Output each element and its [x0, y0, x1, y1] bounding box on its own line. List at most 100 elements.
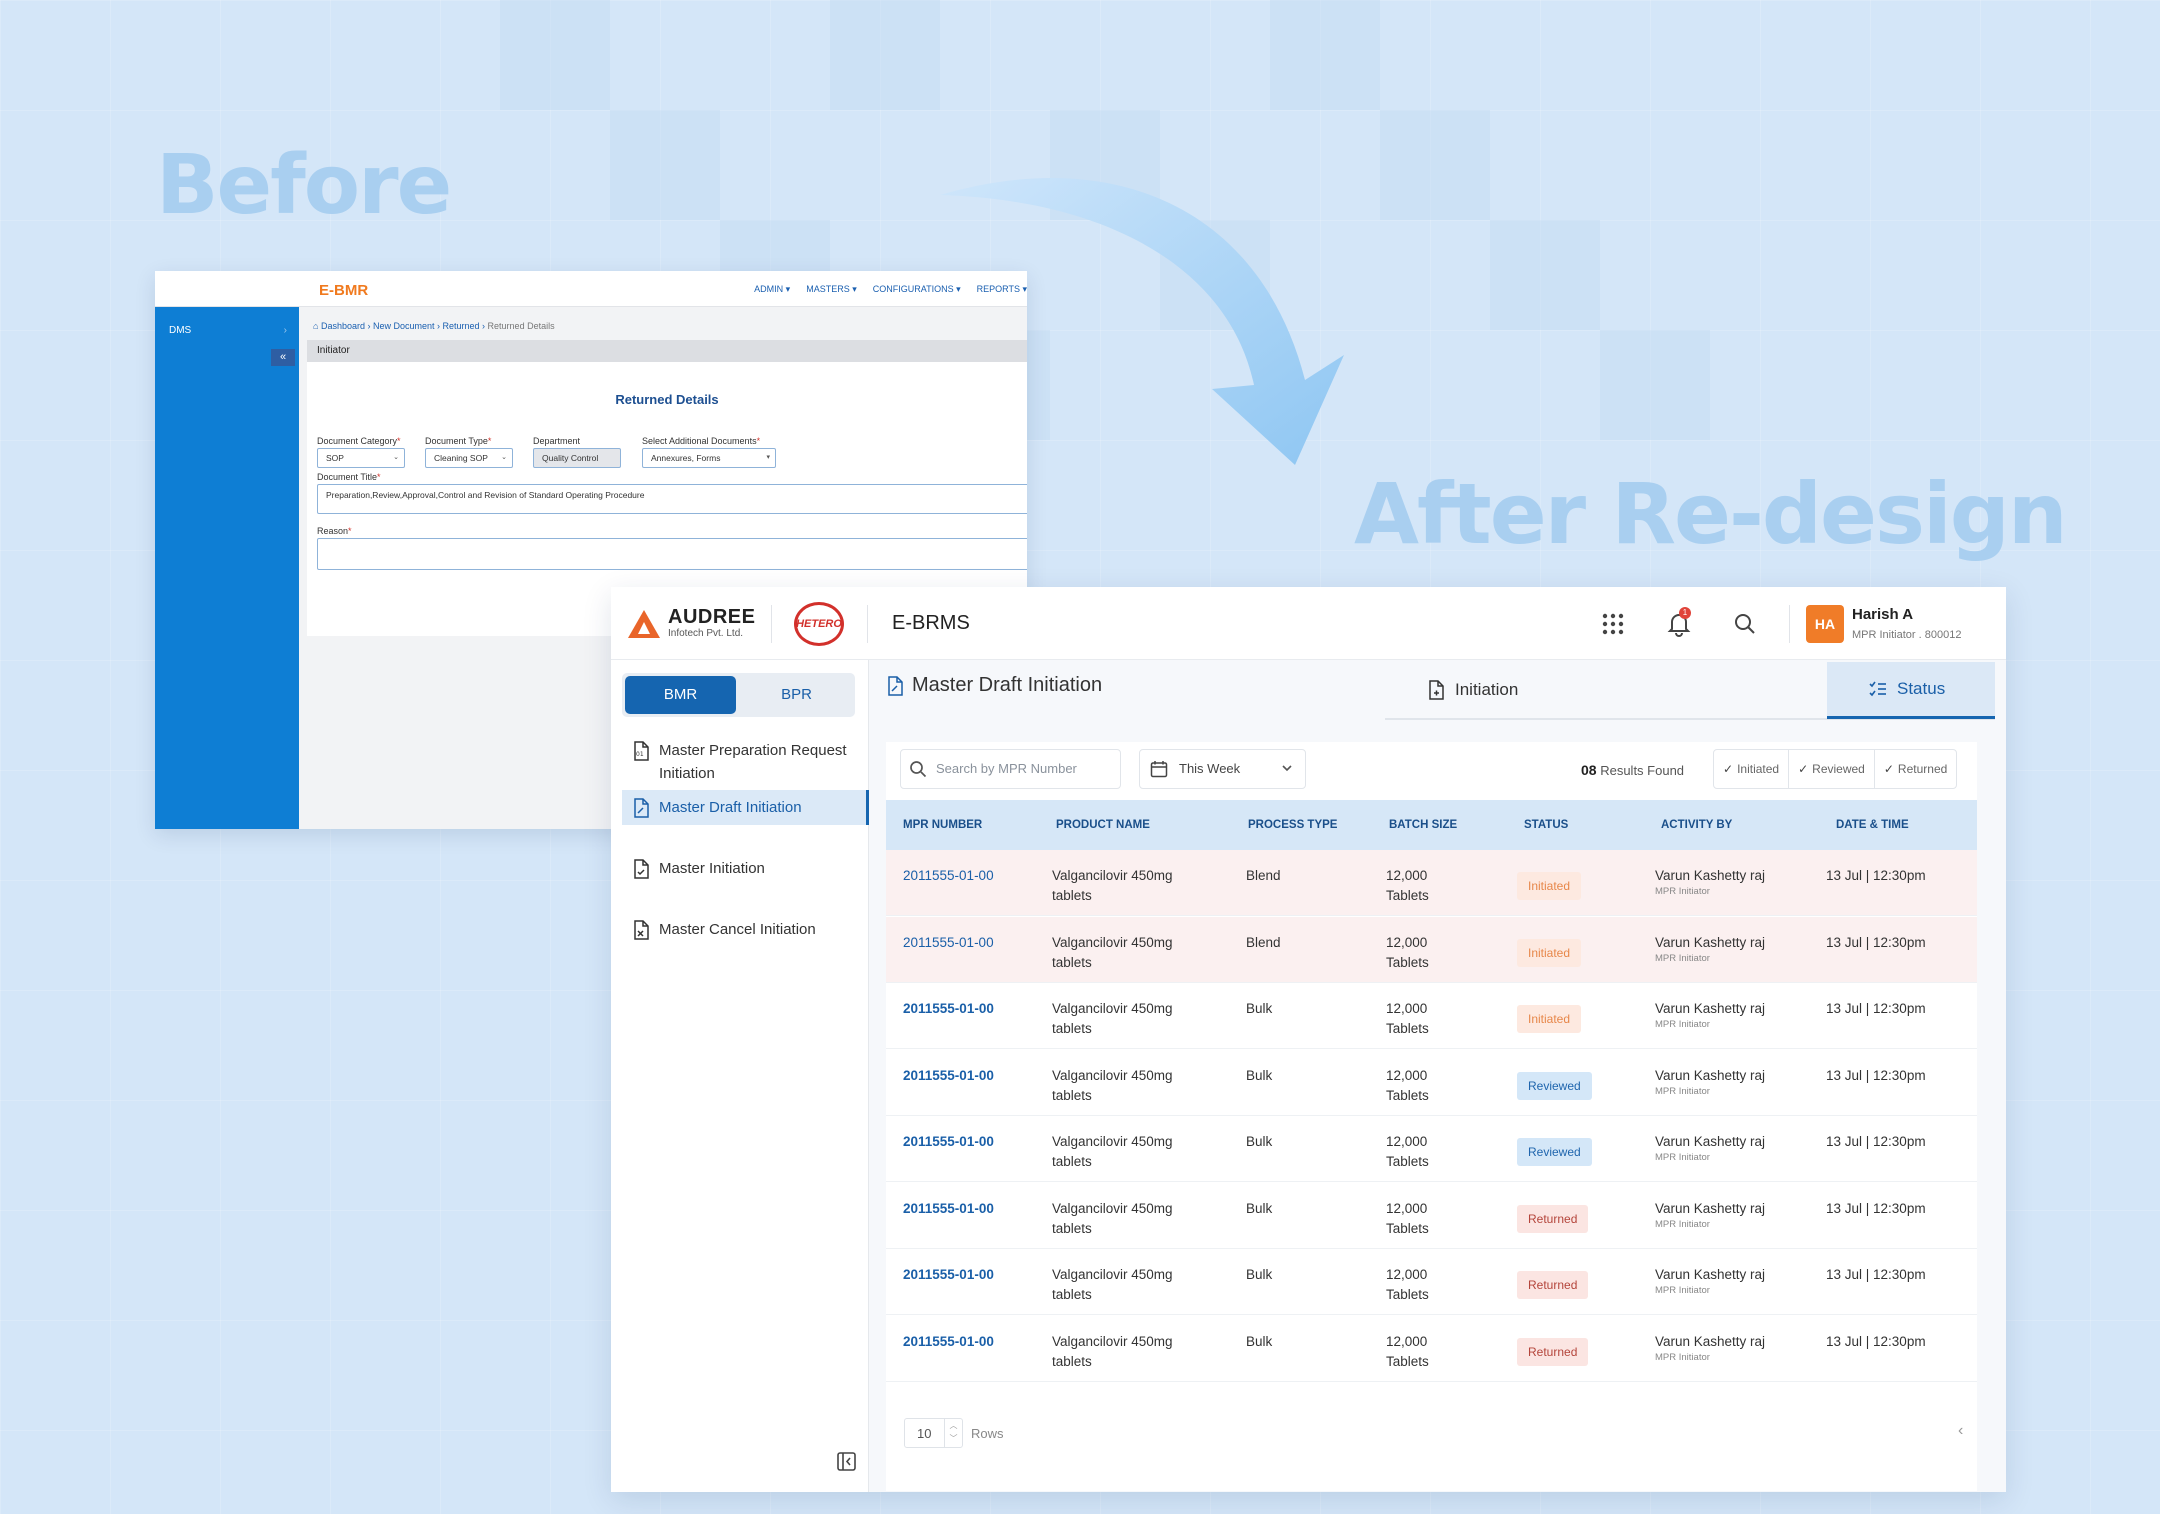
table-row[interactable]: 2011555-01-00 Valgancilovir 450mg tablets… [886, 850, 1977, 916]
mpr-number-link[interactable]: 2011555-01-00 [903, 868, 994, 883]
mpr-number-link[interactable]: 2011555-01-00 [903, 934, 994, 950]
mpr-number-link[interactable]: 2011555-01-00 [903, 1333, 994, 1349]
divider [867, 605, 868, 643]
process-type: Blend [1246, 934, 1281, 950]
table-row[interactable]: 2011555-01-00 Valgancilovir 450mg tablets… [886, 983, 1977, 1049]
sidebar-item-master-cancel-initiation[interactable]: Master Cancel Initiation [622, 912, 869, 947]
search-icon[interactable] [1732, 611, 1758, 637]
document-title-input[interactable]: Preparation,Review,Approval,Control and … [317, 484, 1027, 514]
activity-by: Varun Kashetty raj MPR Initiator [1655, 933, 1765, 965]
old-nav-configurations[interactable]: CONFIGURATIONS ▾ [872, 284, 961, 294]
chevron-down-icon [1282, 765, 1292, 772]
sidebar-item-master-preparation-request[interactable]: 01 Master Preparation Request Initiation [622, 733, 869, 791]
sidebar-item-master-draft-initiation[interactable]: Master Draft Initiation [622, 790, 869, 825]
status-badge: Returned [1517, 1204, 1589, 1233]
stepper-icon[interactable]: ︿ ﹀ [944, 1419, 962, 1447]
mpr-number-link[interactable]: 2011555-01-00 [903, 1200, 994, 1216]
activity-user: Varun Kashetty raj [1655, 1333, 1766, 1349]
apps-grid-icon[interactable] [1600, 611, 1626, 637]
caret-down-icon: ▾ [766, 454, 770, 461]
sidebar-item-label: Master Draft Initiation [659, 799, 802, 816]
filter-initiated[interactable]: ✓ Initiated [1714, 750, 1790, 788]
process-type: Bulk [1246, 1067, 1273, 1083]
date-time: 13 Jul | 12:30pm [1826, 1134, 1926, 1149]
column-header[interactable]: PROCESS TYPE [1248, 819, 1338, 831]
additional-documents-select[interactable]: Annexures, Forms ▾ [642, 448, 776, 468]
activity-role: MPR Initiator [1655, 952, 1710, 964]
activity-by: Varun Kashetty raj MPR Initiator [1655, 1132, 1765, 1164]
column-header[interactable]: ACTIVITY BY [1661, 819, 1733, 831]
table-row[interactable]: 2011555-01-00 Valgancilovir 450mg tablets… [886, 1050, 1977, 1116]
mpr-number-link[interactable]: 2011555-01-00 [903, 1267, 994, 1282]
document-type-select[interactable]: Cleaning SOP ⌄ [425, 448, 513, 468]
mpr-number-link[interactable]: 2011555-01-00 [903, 1067, 994, 1083]
product-name: Valgancilovir 450mg tablets [1052, 1333, 1173, 1369]
mpr-number-link[interactable]: 2011555-01-00 [903, 1134, 994, 1149]
activity-role: MPR Initiator [1655, 1285, 1710, 1296]
activity-by: Varun Kashetty raj MPR Initiator [1655, 866, 1765, 898]
old-nav-reports[interactable]: REPORTS ▾ [976, 284, 1027, 294]
mpr-number-link[interactable]: 2011555-01-00 [903, 1001, 994, 1016]
avatar[interactable]: HA [1806, 605, 1844, 643]
old-nav-admin[interactable]: ADMIN ▾ [754, 284, 791, 294]
date-time: 13 Jul | 12:30pm [1826, 934, 1926, 950]
sidebar-collapse-icon[interactable] [837, 1452, 856, 1471]
activity-user: Varun Kashetty raj [1655, 1134, 1766, 1149]
tab-initiation[interactable]: Initiation [1385, 662, 1560, 718]
chevron-down-icon: ⌄ [501, 454, 507, 461]
old-breadcrumb: ⌂ Dashboard › New Document › Returned › … [313, 321, 555, 331]
document-category-select[interactable]: SOP ⌄ [317, 448, 405, 468]
label-department: Department [533, 436, 581, 446]
chevron-left-icon[interactable]: ‹ [1958, 1422, 1964, 1439]
product-name: Valgancilovir 450mg tablets [1052, 1067, 1173, 1103]
activity-user: Varun Kashetty raj [1655, 1267, 1766, 1282]
activity-role: MPR Initiator [1655, 1019, 1710, 1030]
column-header[interactable]: MPR NUMBER [903, 819, 983, 831]
product-name: Valgancilovir 450mg tablets [1052, 1267, 1173, 1302]
toggle-bpr[interactable]: BPR [781, 686, 812, 703]
batch-size: 12,000 Tablets [1386, 1134, 1429, 1169]
divider [1789, 605, 1790, 643]
filter-reviewed[interactable]: ✓ Reviewed [1789, 750, 1875, 788]
batch-size: 12,000 Tablets [1386, 1067, 1429, 1103]
table-row[interactable]: 2011555-01-00 Valgancilovir 450mg tablets… [886, 1316, 1977, 1382]
label-document-category: Document Category* [317, 436, 401, 446]
table-row[interactable]: 2011555-01-00 Valgancilovir 450mg tablets… [886, 1116, 1977, 1182]
old-sidebar-item-dms[interactable]: DMS [169, 325, 192, 336]
column-header[interactable]: STATUS [1524, 819, 1569, 831]
table-row[interactable]: 2011555-01-00 Valgancilovir 450mg tablets… [886, 1183, 1977, 1249]
document-add-icon [1429, 680, 1444, 700]
breadcrumb-dashboard[interactable]: Dashboard [320, 321, 365, 331]
old-nav-masters[interactable]: MASTERS ▾ [806, 284, 857, 294]
collapse-icon[interactable]: « [271, 349, 295, 366]
old-logo: E-BMR [319, 282, 369, 299]
column-header[interactable]: DATE & TIME [1836, 819, 1909, 831]
filter-returned[interactable]: ✓ Returned [1883, 762, 1948, 776]
table-row[interactable]: 2011555-01-00 Valgancilovir 450mg tablets… [886, 1249, 1977, 1315]
results-panel: Search by MPR Number This Week 08 Result… [886, 742, 1977, 1491]
activity-user: Varun Kashetty raj [1655, 1200, 1766, 1216]
breadcrumb-new-document[interactable]: New Document [372, 321, 435, 331]
transition-arrow-icon [940, 178, 1344, 465]
rows-per-page-input[interactable]: 10 ︿ ﹀ [904, 1418, 963, 1448]
table-row[interactable]: 2011555-01-00 Valgancilovir 450mg tablets… [886, 916, 1977, 983]
column-header[interactable]: PRODUCT NAME [1056, 819, 1150, 831]
label-additional-documents: Select Additional Documents* [642, 436, 761, 446]
activity-role: MPR Initiator [1655, 1351, 1710, 1363]
activity-by: Varun Kashetty raj MPR Initiator [1655, 1199, 1765, 1231]
date-time: 13 Jul | 12:30pm [1826, 1200, 1926, 1216]
after-app-window: AUDREE Infotech Pvt. Ltd. HETERO E-BRMS … [611, 587, 2006, 1492]
search-input[interactable]: Search by MPR Number [900, 749, 1121, 789]
tab-status[interactable]: Status [1827, 662, 1995, 719]
svg-text:01: 01 [636, 751, 644, 758]
date-range-select[interactable]: This Week [1139, 749, 1306, 789]
breadcrumb-returned[interactable]: Returned [442, 321, 480, 331]
sidebar-item-master-initiation[interactable]: Master Initiation [622, 851, 869, 886]
toggle-bmr[interactable]: BMR [625, 676, 736, 714]
column-header[interactable]: BATCH SIZE [1389, 819, 1458, 831]
reason-input[interactable] [317, 538, 1027, 570]
activity-by: Varun Kashetty raj MPR Initiator [1655, 1066, 1765, 1098]
app-name: E-BRMS [892, 612, 970, 634]
activity-by: Varun Kashetty raj MPR Initiator [1655, 1332, 1765, 1364]
user-role: MPR Initiator . 800012 [1852, 629, 1962, 641]
